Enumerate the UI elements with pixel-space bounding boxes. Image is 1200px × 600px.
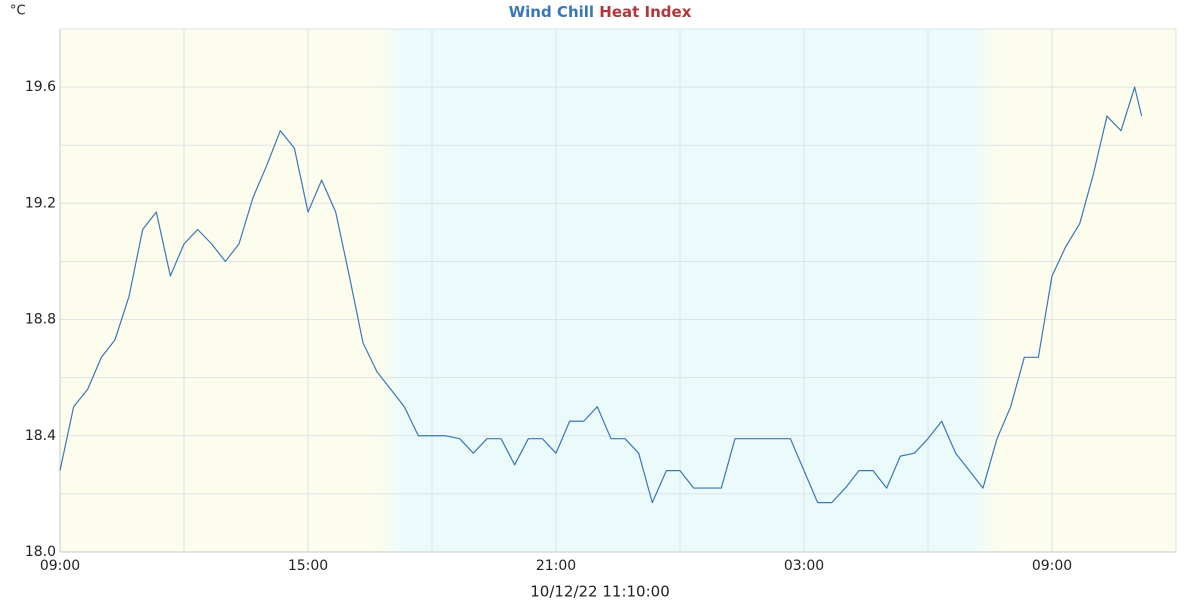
y-tick-label: 19.6: [25, 79, 56, 95]
x-tick-label: 21:00: [536, 558, 576, 574]
series-line: [59, 86, 1143, 504]
y-tick-label: 18.0: [25, 544, 56, 560]
y-tick-label: 18.4: [25, 428, 56, 444]
day-night-shading: [60, 29, 1176, 552]
x-tick-label: 15:00: [288, 558, 328, 574]
x-tick-label: 09:00: [40, 558, 80, 574]
x-axis-label: 10/12/22 11:10:00: [530, 583, 670, 600]
legend: Wind Chill Heat Index: [509, 3, 692, 21]
x-tick-label: 03:00: [784, 558, 824, 574]
x-tick-label: 09:00: [1032, 558, 1072, 574]
y-tick-label: 18.8: [25, 312, 56, 328]
y-tick-label: 19.2: [25, 195, 56, 211]
legend-entry: Heat Index: [599, 3, 691, 21]
y-axis-label: °C: [10, 4, 26, 19]
legend-entry: Wind Chill: [509, 3, 594, 21]
